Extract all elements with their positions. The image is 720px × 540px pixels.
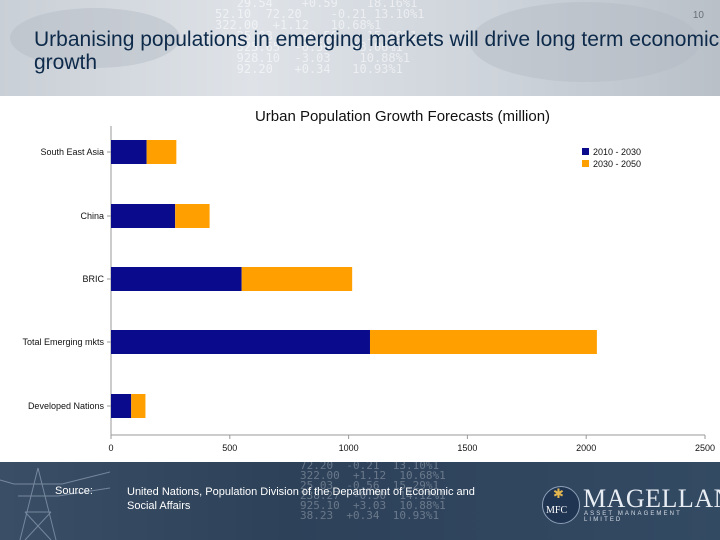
category-label: Total Emerging mkts [22, 337, 104, 347]
ticker-line: 238.27 -0.50 14.12%1 [300, 489, 446, 502]
slide-header: 29.54 +0.59 18.16%1 52.10 72.20 -0.21 13.… [0, 0, 720, 96]
bar-2030-2050 [175, 204, 210, 228]
bar-2030-2050 [146, 140, 177, 164]
bar-2030-2050 [369, 330, 597, 354]
category-label: Developed Nations [28, 401, 105, 411]
bar-2010-2030 [111, 140, 147, 164]
magellan-logo-badge [542, 486, 580, 524]
page-number: 10 [692, 10, 704, 21]
chart-title: Urban Population Growth Forecasts (milli… [254, 108, 551, 125]
stock-ticker-backdrop: 72.20 -0.21 13.10%1 322.00 +1.12 10.68%1 2… [300, 462, 520, 521]
ticker-line: 925.10 +3.03 10.88%1 [300, 499, 446, 512]
ticker-line: 25.03 -0.56 15.29%1 [300, 479, 440, 492]
source-text: United Nations, Population Division of t… [127, 486, 475, 512]
ticker-line: 322.00 +1.12 10.68%1 [215, 18, 382, 32]
bar-2010-2030 [111, 267, 242, 291]
legend-label: 2030 - 2050 [593, 159, 641, 169]
logo-subtitle: ASSET MANAGEMENT LIMITED [584, 511, 682, 523]
ticker-line: 928.10 -3.03 10.88%1 [215, 51, 411, 65]
ticker-line: 322.00 +1.12 10.68%1 [300, 469, 446, 482]
slide-footer: 72.20 -0.21 13.10%1 322.00 +1.12 10.68%1 2… [0, 462, 720, 540]
power-pylon-icon [0, 467, 110, 540]
ticker-line: 38.23 +0.34 10.93%1 [300, 509, 440, 522]
legend-label: 2010 - 2030 [593, 147, 641, 157]
slide-title: Urbanising populations in emerging marke… [34, 28, 720, 74]
x-tick-label: 2000 [576, 443, 596, 453]
bar-2030-2050 [131, 394, 146, 418]
ticker-line: 325.65 -0.59 13.06%1 [215, 40, 403, 54]
category-label: BRIC [82, 274, 104, 284]
ticker-line: 72.20 -0.21 13.10%1 [300, 462, 440, 472]
ticker-line: 25.03 +0.56 15.29%1 [215, 29, 418, 43]
ticker-line: 92.20 +0.34 10.93%1 [215, 62, 403, 76]
star-icon: ✱ [553, 486, 564, 501]
category-label: South East Asia [40, 147, 104, 157]
ticker-line: 52.10 72.20 -0.21 13.10%1 [215, 7, 425, 21]
bar-2010-2030 [111, 330, 370, 354]
world-map-shape [470, 2, 700, 82]
x-tick-label: 1000 [339, 443, 359, 453]
bar-2010-2030 [111, 394, 132, 418]
legend-swatch [582, 148, 589, 155]
logo-wordmark: MAGELLAN [583, 484, 720, 513]
legend-swatch [582, 160, 589, 167]
x-tick-label: 0 [108, 443, 113, 453]
bar-2010-2030 [111, 204, 176, 228]
source-label: Source: [55, 485, 93, 497]
bar-chart: 0 500 1000 1500 2000 2500 South East Asia China… [22, 126, 715, 453]
world-map-shape [10, 8, 180, 68]
x-tick-label: 1500 [457, 443, 477, 453]
logo-monogram: MFC [546, 505, 568, 516]
bar-2030-2050 [241, 267, 353, 291]
stock-ticker-backdrop: 29.54 +0.59 18.16%1 52.10 72.20 -0.21 13.… [215, 0, 515, 75]
ticker-line: 29.54 +0.59 18.16%1 [215, 0, 418, 10]
x-tick-label: 500 [222, 443, 237, 453]
category-label: China [80, 211, 104, 221]
x-tick-label: 2500 [695, 443, 715, 453]
